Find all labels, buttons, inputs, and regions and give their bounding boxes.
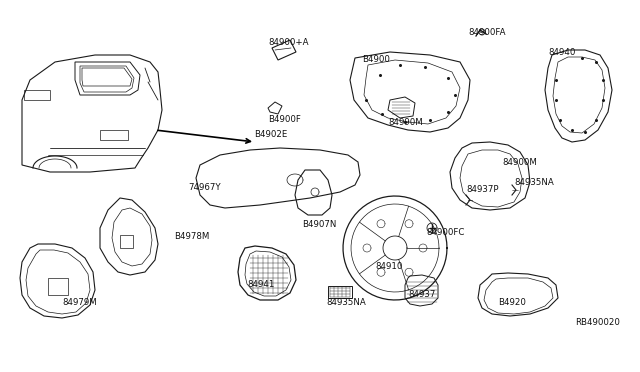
Text: 84910: 84910	[375, 262, 403, 271]
Text: 84979M: 84979M	[62, 298, 97, 307]
Text: RB490020: RB490020	[575, 318, 620, 327]
Text: 84990M: 84990M	[388, 118, 423, 127]
Text: 84937: 84937	[408, 290, 435, 299]
Text: B4978M: B4978M	[174, 232, 209, 241]
Text: 84900FC: 84900FC	[426, 228, 465, 237]
Text: 84900M: 84900M	[502, 158, 537, 167]
Text: B4920: B4920	[498, 298, 526, 307]
Text: B4902E: B4902E	[254, 130, 287, 139]
Text: B4907N: B4907N	[302, 220, 337, 229]
Text: 84900FA: 84900FA	[468, 28, 506, 37]
Text: 84900+A: 84900+A	[268, 38, 308, 47]
Text: 84935NA: 84935NA	[326, 298, 365, 307]
Text: 84935NA: 84935NA	[514, 178, 554, 187]
Text: 84940: 84940	[548, 48, 575, 57]
Text: B4900: B4900	[362, 55, 390, 64]
Text: B4900F: B4900F	[268, 115, 301, 124]
Text: 84937P: 84937P	[466, 185, 499, 194]
Text: 84941: 84941	[247, 280, 275, 289]
Text: 74967Y: 74967Y	[188, 183, 221, 192]
